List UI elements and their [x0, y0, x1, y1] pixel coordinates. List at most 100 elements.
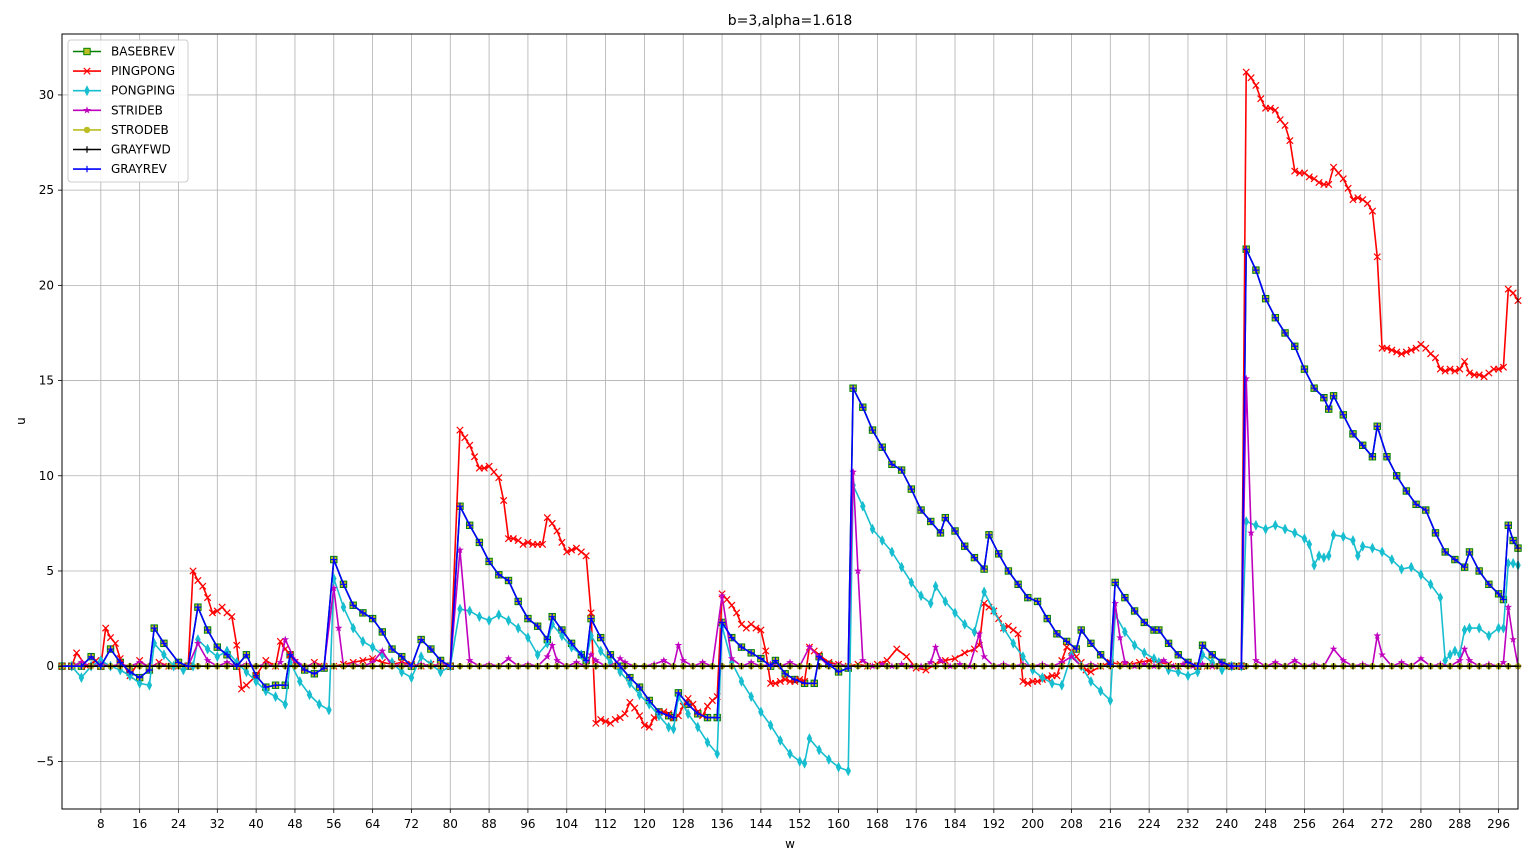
data-point — [1014, 581, 1022, 588]
data-point — [695, 721, 701, 733]
data-point — [1485, 662, 1493, 670]
data-point — [1252, 656, 1260, 664]
data-point — [563, 548, 571, 556]
data-point — [1422, 506, 1429, 514]
data-point — [544, 636, 551, 643]
data-point — [1441, 367, 1449, 375]
data-point — [578, 651, 585, 658]
data-point — [1383, 453, 1391, 460]
data-point — [1320, 394, 1328, 401]
data-point — [703, 702, 712, 710]
data-point — [378, 646, 387, 655]
data-point — [1243, 245, 1250, 253]
data-point — [991, 605, 997, 617]
data-point — [534, 649, 541, 661]
data-point — [728, 634, 735, 641]
data-point — [1053, 630, 1061, 638]
data-point — [1480, 373, 1488, 381]
data-point — [326, 704, 332, 716]
data-point — [320, 664, 328, 672]
y-axis-ticks: −5 0 5 10 15 20 25 30 — [36, 88, 62, 768]
x-tick-label: 56 — [326, 817, 341, 831]
data-point — [204, 662, 211, 670]
data-point — [1053, 672, 1061, 680]
data-point — [767, 719, 774, 731]
data-point — [757, 662, 765, 670]
data-point — [495, 571, 502, 578]
data-point — [995, 550, 1002, 558]
data-point — [1272, 314, 1279, 321]
data-point — [243, 666, 250, 678]
x-tick-label: 120 — [633, 817, 656, 831]
legend-item: GRAYREV — [73, 162, 168, 176]
data-point — [1504, 603, 1513, 611]
data-point — [1475, 662, 1483, 670]
data-point — [388, 645, 396, 653]
data-point — [932, 580, 939, 592]
data-point — [1209, 651, 1216, 658]
data-point — [306, 689, 313, 701]
series-strideb — [58, 374, 1522, 670]
data-point — [1340, 411, 1347, 419]
data-point — [981, 586, 987, 598]
data-point — [607, 651, 614, 658]
legend-label: GRAYREV — [111, 162, 168, 176]
data-point — [1257, 95, 1265, 103]
x-tick-label: 216 — [1099, 817, 1122, 831]
data-point — [485, 462, 493, 470]
data-point — [437, 657, 444, 664]
data-point — [126, 662, 134, 670]
x-tick-label: 96 — [520, 817, 535, 831]
data-point — [1039, 672, 1046, 684]
data-point — [83, 165, 91, 173]
data-point — [1456, 662, 1463, 670]
data-point — [1325, 180, 1333, 189]
data-point — [203, 656, 212, 664]
data-point — [758, 706, 764, 718]
data-point — [1213, 662, 1221, 670]
data-point — [359, 662, 367, 670]
data-point — [796, 755, 803, 767]
data-point — [519, 540, 527, 548]
data-point — [971, 626, 978, 638]
data-point — [515, 622, 521, 634]
data-point — [1475, 371, 1483, 379]
data-point — [437, 662, 444, 670]
data-point — [340, 601, 347, 613]
data-point — [879, 444, 886, 451]
data-point — [408, 662, 415, 670]
data-point — [640, 721, 649, 729]
data-point — [1034, 598, 1041, 605]
x-tick-label: 152 — [788, 817, 811, 831]
x-axis-ticks: 8 16 24 32 40 48 56 64 72 80 88 96 104 112 120 128 136 14… — [97, 809, 1510, 831]
data-point — [543, 652, 552, 660]
data-point — [505, 577, 512, 584]
data-point — [1432, 529, 1439, 537]
data-point — [689, 662, 697, 670]
data-point — [1442, 548, 1449, 556]
data-point — [1505, 662, 1512, 670]
data-point — [587, 650, 595, 658]
data-point — [1451, 367, 1459, 375]
data-point — [485, 558, 493, 565]
data-point — [1408, 561, 1415, 573]
data-point — [161, 649, 167, 661]
data-point — [558, 538, 566, 547]
data-point — [297, 675, 303, 687]
data-point — [1049, 677, 1055, 689]
data-point — [214, 643, 221, 651]
data-point — [194, 639, 202, 647]
data-point — [577, 548, 585, 556]
data-point — [1431, 354, 1440, 362]
data-point — [544, 662, 551, 670]
data-point — [524, 615, 532, 622]
data-point — [1141, 619, 1148, 626]
data-point — [1422, 344, 1430, 352]
series-pingpong — [58, 68, 1522, 731]
x-tick-label: 184 — [944, 817, 967, 831]
y-tick-label: 0 — [46, 659, 54, 673]
data-point — [951, 662, 959, 670]
data-point — [796, 662, 803, 670]
data-point — [1505, 522, 1512, 529]
data-point — [360, 635, 366, 647]
